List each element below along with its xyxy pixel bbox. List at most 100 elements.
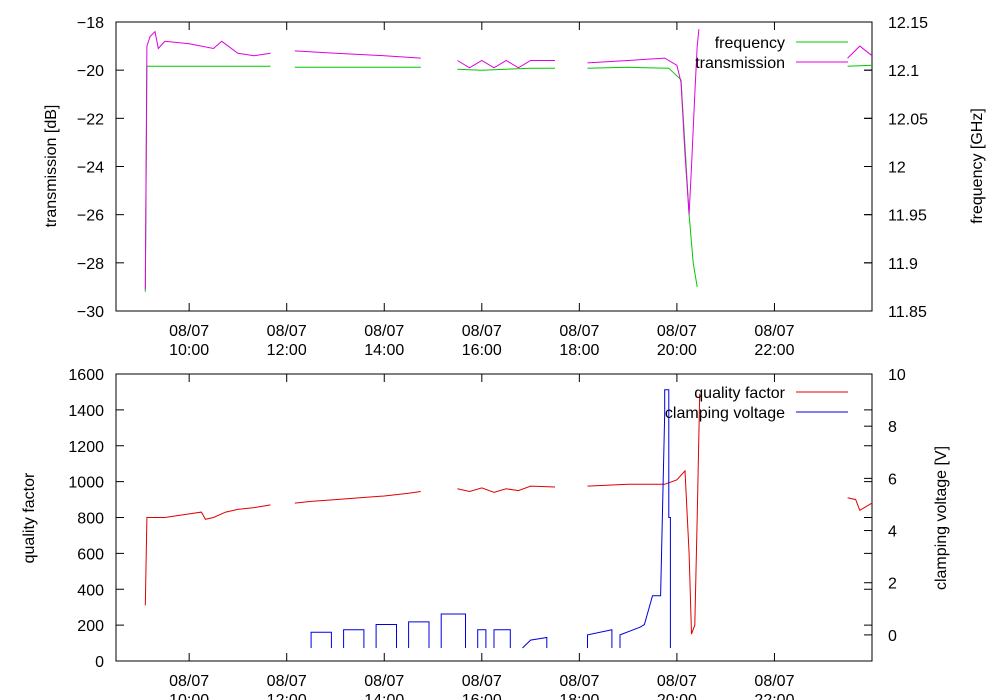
bottom-legend: quality factor clamping voltage	[665, 385, 848, 422]
transmission-frequency-plot: transmission [dB] frequency [GHz] −30 −28…	[43, 15, 986, 359]
bottom-series	[144, 389, 873, 649]
series-line-clamping-voltage	[343, 629, 365, 648]
x-tick-date: 08/07	[462, 323, 502, 340]
series-line-clamping-voltage	[375, 624, 397, 648]
top-right-ticks: 11.85 11.9 11.95 12 12.05 12.1 12.15	[864, 15, 928, 321]
series-line-clamping-voltage	[477, 629, 487, 648]
x-tick-date: 08/07	[169, 673, 209, 690]
left-tick-label: −20	[77, 63, 104, 80]
x-tick-date: 08/07	[657, 323, 697, 340]
series-line-quality-factor	[294, 491, 421, 504]
x-tick-date: 08/07	[364, 673, 404, 690]
series-line-quality-factor	[847, 497, 873, 512]
x-tick-date: 08/07	[267, 323, 307, 340]
legend-label-quality-factor: quality factor	[694, 385, 785, 402]
x-tick-date: 08/07	[169, 323, 209, 340]
series-line-frequency	[144, 65, 271, 292]
left-tick-label: −30	[77, 304, 104, 321]
series-line-transmission	[457, 59, 555, 69]
bottom-x-ticks: 08/07 10:00 08/07 12:00 08/07 14:00 08/07 16:00…	[169, 374, 795, 700]
top-legend: frequency transmission	[695, 35, 848, 72]
x-tick-time: 20:00	[657, 692, 697, 700]
top-right-axis-title: frequency [GHz]	[969, 108, 986, 224]
x-tick-time: 12:00	[267, 342, 307, 359]
top-left-axis-title: transmission [dB]	[43, 105, 60, 228]
series-line-quality-factor	[144, 504, 271, 606]
series-line-clamping-voltage	[440, 613, 466, 648]
left-tick-label: 400	[77, 582, 104, 599]
x-tick-time: 18:00	[559, 692, 599, 700]
x-tick-time: 16:00	[462, 342, 502, 359]
series-line-frequency	[847, 64, 873, 67]
x-tick-date: 08/07	[754, 673, 794, 690]
right-tick-label: 12.05	[888, 111, 928, 128]
x-tick-time: 12:00	[267, 692, 307, 700]
series-line-frequency	[587, 66, 698, 287]
series-line-clamping-voltage	[408, 621, 430, 648]
series-line-clamping-voltage	[493, 629, 511, 648]
series-line-clamping-voltage	[619, 389, 671, 648]
series-line-transmission	[587, 29, 700, 215]
series-line-transmission	[294, 50, 421, 59]
left-tick-label: 200	[77, 618, 104, 635]
series-line-quality-factor	[457, 485, 556, 493]
x-tick-time: 18:00	[559, 342, 599, 359]
right-tick-label: 11.9	[888, 256, 918, 273]
series-line-quality-factor	[587, 393, 701, 635]
left-tick-label: −26	[77, 208, 104, 225]
x-tick-time: 22:00	[754, 692, 794, 700]
right-tick-label: 8	[888, 419, 897, 436]
left-tick-label: −22	[77, 111, 104, 128]
x-tick-date: 08/07	[462, 673, 502, 690]
top-left-ticks: −30 −28 −26 −24 −22 −20 −18	[77, 15, 872, 321]
bottom-left-ticks: 0 200 400 600 800 1000 1200 1400 1600	[68, 367, 872, 671]
left-tick-label: 0	[95, 654, 104, 671]
left-tick-label: 1000	[68, 475, 104, 492]
legend-label-frequency: frequency	[715, 35, 785, 52]
x-tick-time: 10:00	[169, 692, 209, 700]
bottom-right-ticks: 0 2 4 6 8 10	[864, 367, 906, 645]
quality-clamping-plot: quality factor clamping voltage [V] 0200…	[21, 367, 950, 700]
series-line-clamping-voltage	[522, 636, 548, 649]
x-tick-date: 08/07	[657, 673, 697, 690]
right-tick-label: 10	[888, 367, 906, 384]
left-tick-label: 1400	[68, 403, 104, 420]
right-tick-label: 0	[888, 628, 897, 645]
right-tick-label: 11.95	[888, 208, 927, 225]
left-tick-label: −28	[77, 256, 104, 273]
left-tick-label: 800	[77, 511, 104, 528]
left-tick-label: 1200	[68, 439, 104, 456]
right-tick-label: 4	[888, 524, 897, 541]
bottom-right-axis-title: clamping voltage [V]	[933, 446, 950, 590]
right-tick-label: 2	[888, 576, 897, 593]
top-series	[144, 29, 873, 292]
series-line-clamping-voltage	[310, 631, 332, 648]
left-tick-label: −18	[77, 15, 104, 32]
x-tick-date: 08/07	[364, 323, 404, 340]
left-tick-label: −24	[77, 160, 104, 177]
series-line-transmission	[847, 45, 873, 59]
left-tick-label: 600	[77, 546, 104, 563]
legend-label-transmission: transmission	[695, 55, 785, 72]
right-tick-label: 12	[888, 160, 906, 177]
x-tick-time: 20:00	[657, 342, 697, 359]
right-tick-label: 11.85	[888, 304, 927, 321]
x-tick-date: 08/07	[559, 673, 599, 690]
left-tick-label: 1600	[68, 367, 104, 384]
top-x-ticks: 08/07 10:00 08/07 12:00 08/07 14:00 08/07 16:00…	[169, 22, 795, 359]
x-tick-time: 14:00	[364, 342, 404, 359]
x-tick-time: 16:00	[462, 692, 502, 700]
right-tick-label: 12.1	[888, 63, 919, 80]
x-tick-date: 08/07	[267, 673, 307, 690]
series-line-frequency	[457, 67, 555, 71]
x-tick-date: 08/07	[559, 323, 599, 340]
right-tick-label: 12.15	[888, 15, 928, 32]
x-tick-time: 14:00	[364, 692, 404, 700]
x-tick-time: 22:00	[754, 342, 794, 359]
series-line-transmission	[144, 30, 271, 290]
legend-label-clamping-voltage: clamping voltage	[665, 405, 785, 422]
x-tick-time: 10:00	[169, 342, 209, 359]
right-tick-label: 6	[888, 471, 897, 488]
bottom-left-axis-title: quality factor	[21, 472, 38, 563]
series-line-clamping-voltage	[587, 629, 613, 648]
